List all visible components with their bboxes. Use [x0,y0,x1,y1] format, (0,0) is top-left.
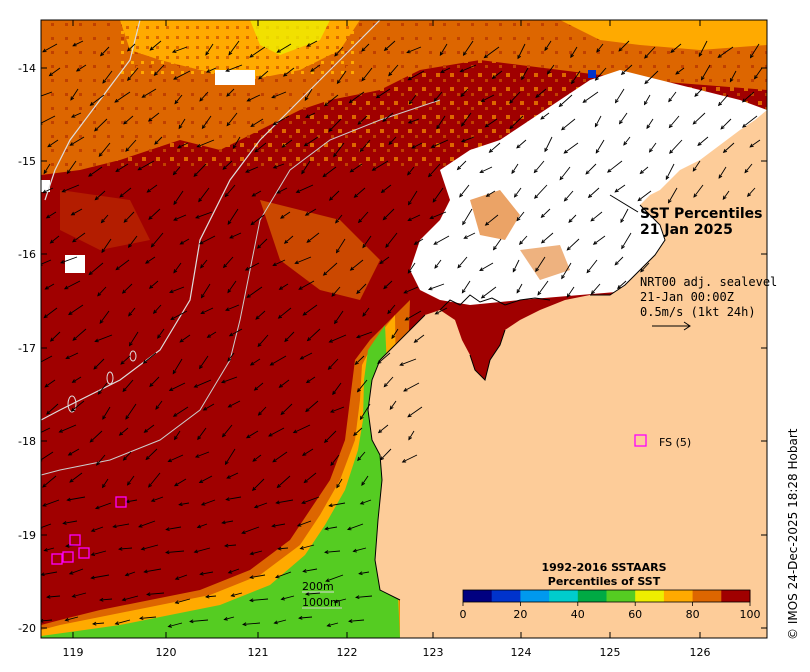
colorbar-tick-label: 40 [571,608,585,621]
lon-tick-label: 120 [156,646,177,659]
current-scale-label: 0.5m/s (1kt 24h) [640,305,756,319]
lon-tick-label: 126 [690,646,711,659]
lat-tick-label: -19 [18,529,36,542]
depth-label-200m: 200m [302,580,334,593]
credit-text: © IMOS 24-Dec-2025 18:28 Hobart [786,428,800,640]
colorbar-swatch [549,590,579,602]
longitude-axis: 119 120 121 122 123 124 125 126 [63,20,711,659]
lon-tick-label: 123 [423,646,444,659]
colorbar-tick-label: 100 [740,608,761,621]
depth-label-1000m: 1000m [302,596,341,609]
contour-1000m [41,99,441,476]
scale-arrow-icon [652,321,691,331]
lat-tick-label: -17 [18,342,36,355]
colorbar-tick-label: 80 [686,608,700,621]
colorbar-swatch [491,590,521,602]
land-mass [368,110,767,638]
colorbar-title-line1: 1992-2016 SSTAARS [541,561,666,574]
colorbar-legend: 1992-2016 SSTAARS Percentiles of SST 0 20… [452,558,761,630]
lon-tick-label: 119 [63,646,84,659]
current-vectors [41,40,763,628]
colorbar-swatch [635,590,665,602]
colorbar-swatch [721,590,751,602]
map-title-line1: SST Percentiles [640,206,763,222]
colorbar-swatch [463,590,493,602]
lat-tick-label: -14 [18,62,36,75]
current-source-label: NRT00 adj. sealevel [640,275,777,289]
map-plot-area [41,20,767,638]
lon-tick-label: 125 [600,646,621,659]
colorbar-tick-label: 60 [628,608,642,621]
contour-200m [44,20,141,201]
lon-tick-label: 121 [248,646,269,659]
colorbar-tick-label: 20 [513,608,527,621]
colorbar-swatch [577,590,607,602]
lat-tick-label: -15 [18,155,36,168]
colorbar-swatch [692,590,722,602]
lat-tick-label: -16 [18,248,36,261]
colorbar-swatch [606,590,636,602]
map-title-line2: 21 Jan 2025 [640,222,733,238]
lon-tick-label: 124 [511,646,532,659]
station-label: FS (5) [659,436,691,449]
current-time-label: 21-Jan 00:00Z [640,290,734,304]
colorbar-tick-label: 0 [460,608,467,621]
lat-tick-label: -20 [18,622,36,635]
colorbar-title-line2: Percentiles of SST [548,575,661,588]
station-marker [634,434,647,447]
plot-frame [40,19,768,639]
mooring-markers [51,496,127,565]
colorbar-swatch [663,590,694,602]
colorbar-swatch [520,590,550,602]
lat-tick-label: -18 [18,435,36,448]
latitude-axis: -14 -15 -16 -17 -18 -19 -20 [18,62,767,635]
lon-tick-label: 122 [337,646,358,659]
